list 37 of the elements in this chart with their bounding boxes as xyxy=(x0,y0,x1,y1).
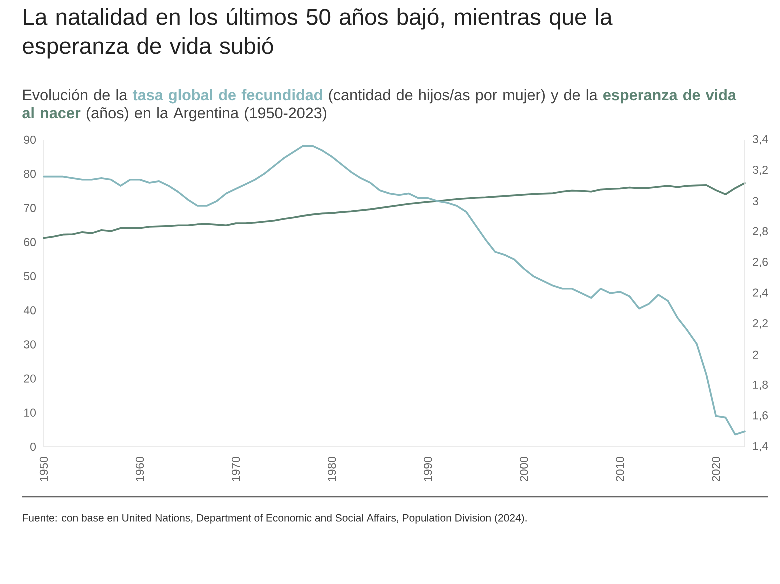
x-tick-label: 1990 xyxy=(424,456,432,482)
y2-tick-label: 1,4 xyxy=(753,442,768,452)
y2-tick-label: 2 xyxy=(753,350,758,359)
x-tick-label: 1950 xyxy=(40,456,48,482)
y2-tick-label: 3,2 xyxy=(752,166,768,176)
y-tick-label: 30 xyxy=(24,340,36,349)
text: tasa global de fecundidad xyxy=(132,89,322,104)
x-tick-label: 1970 xyxy=(232,456,240,482)
y-tick-label: 50 xyxy=(24,272,36,281)
text: al nacer xyxy=(22,107,81,119)
source-note: Fuente: con base en United Nations, Department of Economic and Social Affairs, Population Division (2024). xyxy=(23,514,527,524)
y2-tick-label: 1,6 xyxy=(753,412,768,422)
y-tick-label: 70 xyxy=(24,204,36,212)
y-tick-label: 60 xyxy=(24,238,36,246)
y-tick-label: 40 xyxy=(24,306,36,315)
y2-tick-label: 2,2 xyxy=(753,319,768,329)
text: (cantidad de hijos/as por mujer) y de la xyxy=(329,89,598,104)
y2-tick-label: 2,6 xyxy=(753,258,768,268)
text: (años) en la Argentina (1950-2023) xyxy=(86,107,327,122)
x-tick-label: 2010 xyxy=(616,456,624,482)
y2-tick-label: 3,4 xyxy=(752,135,768,145)
y-tick-label: 80 xyxy=(24,170,36,178)
y-tick-label: 0 xyxy=(30,442,36,452)
x-tick-label: 1980 xyxy=(328,456,336,482)
y2-tick-label: 2,8 xyxy=(753,227,768,237)
y-tick-label: 20 xyxy=(24,374,36,383)
chart-title: La natalidad en los últimos 50 años bajó, mientras que la esperanza de vida subió xyxy=(23,8,613,59)
text: esperanza de vida xyxy=(604,89,737,104)
y-tick-label: 10 xyxy=(24,408,36,417)
y-tick-label: 90 xyxy=(24,136,36,144)
y2-tick-label: 1,8 xyxy=(753,380,768,390)
chart-subtitle: Evolución de la xyxy=(23,89,128,101)
x-tick-label: 1960 xyxy=(136,456,144,482)
y2-tick-label: 2,4 xyxy=(753,288,768,298)
x-tick-label: 2000 xyxy=(520,456,528,482)
x-tick-label: 2020 xyxy=(712,456,720,482)
y2-tick-label: 3 xyxy=(752,197,758,206)
